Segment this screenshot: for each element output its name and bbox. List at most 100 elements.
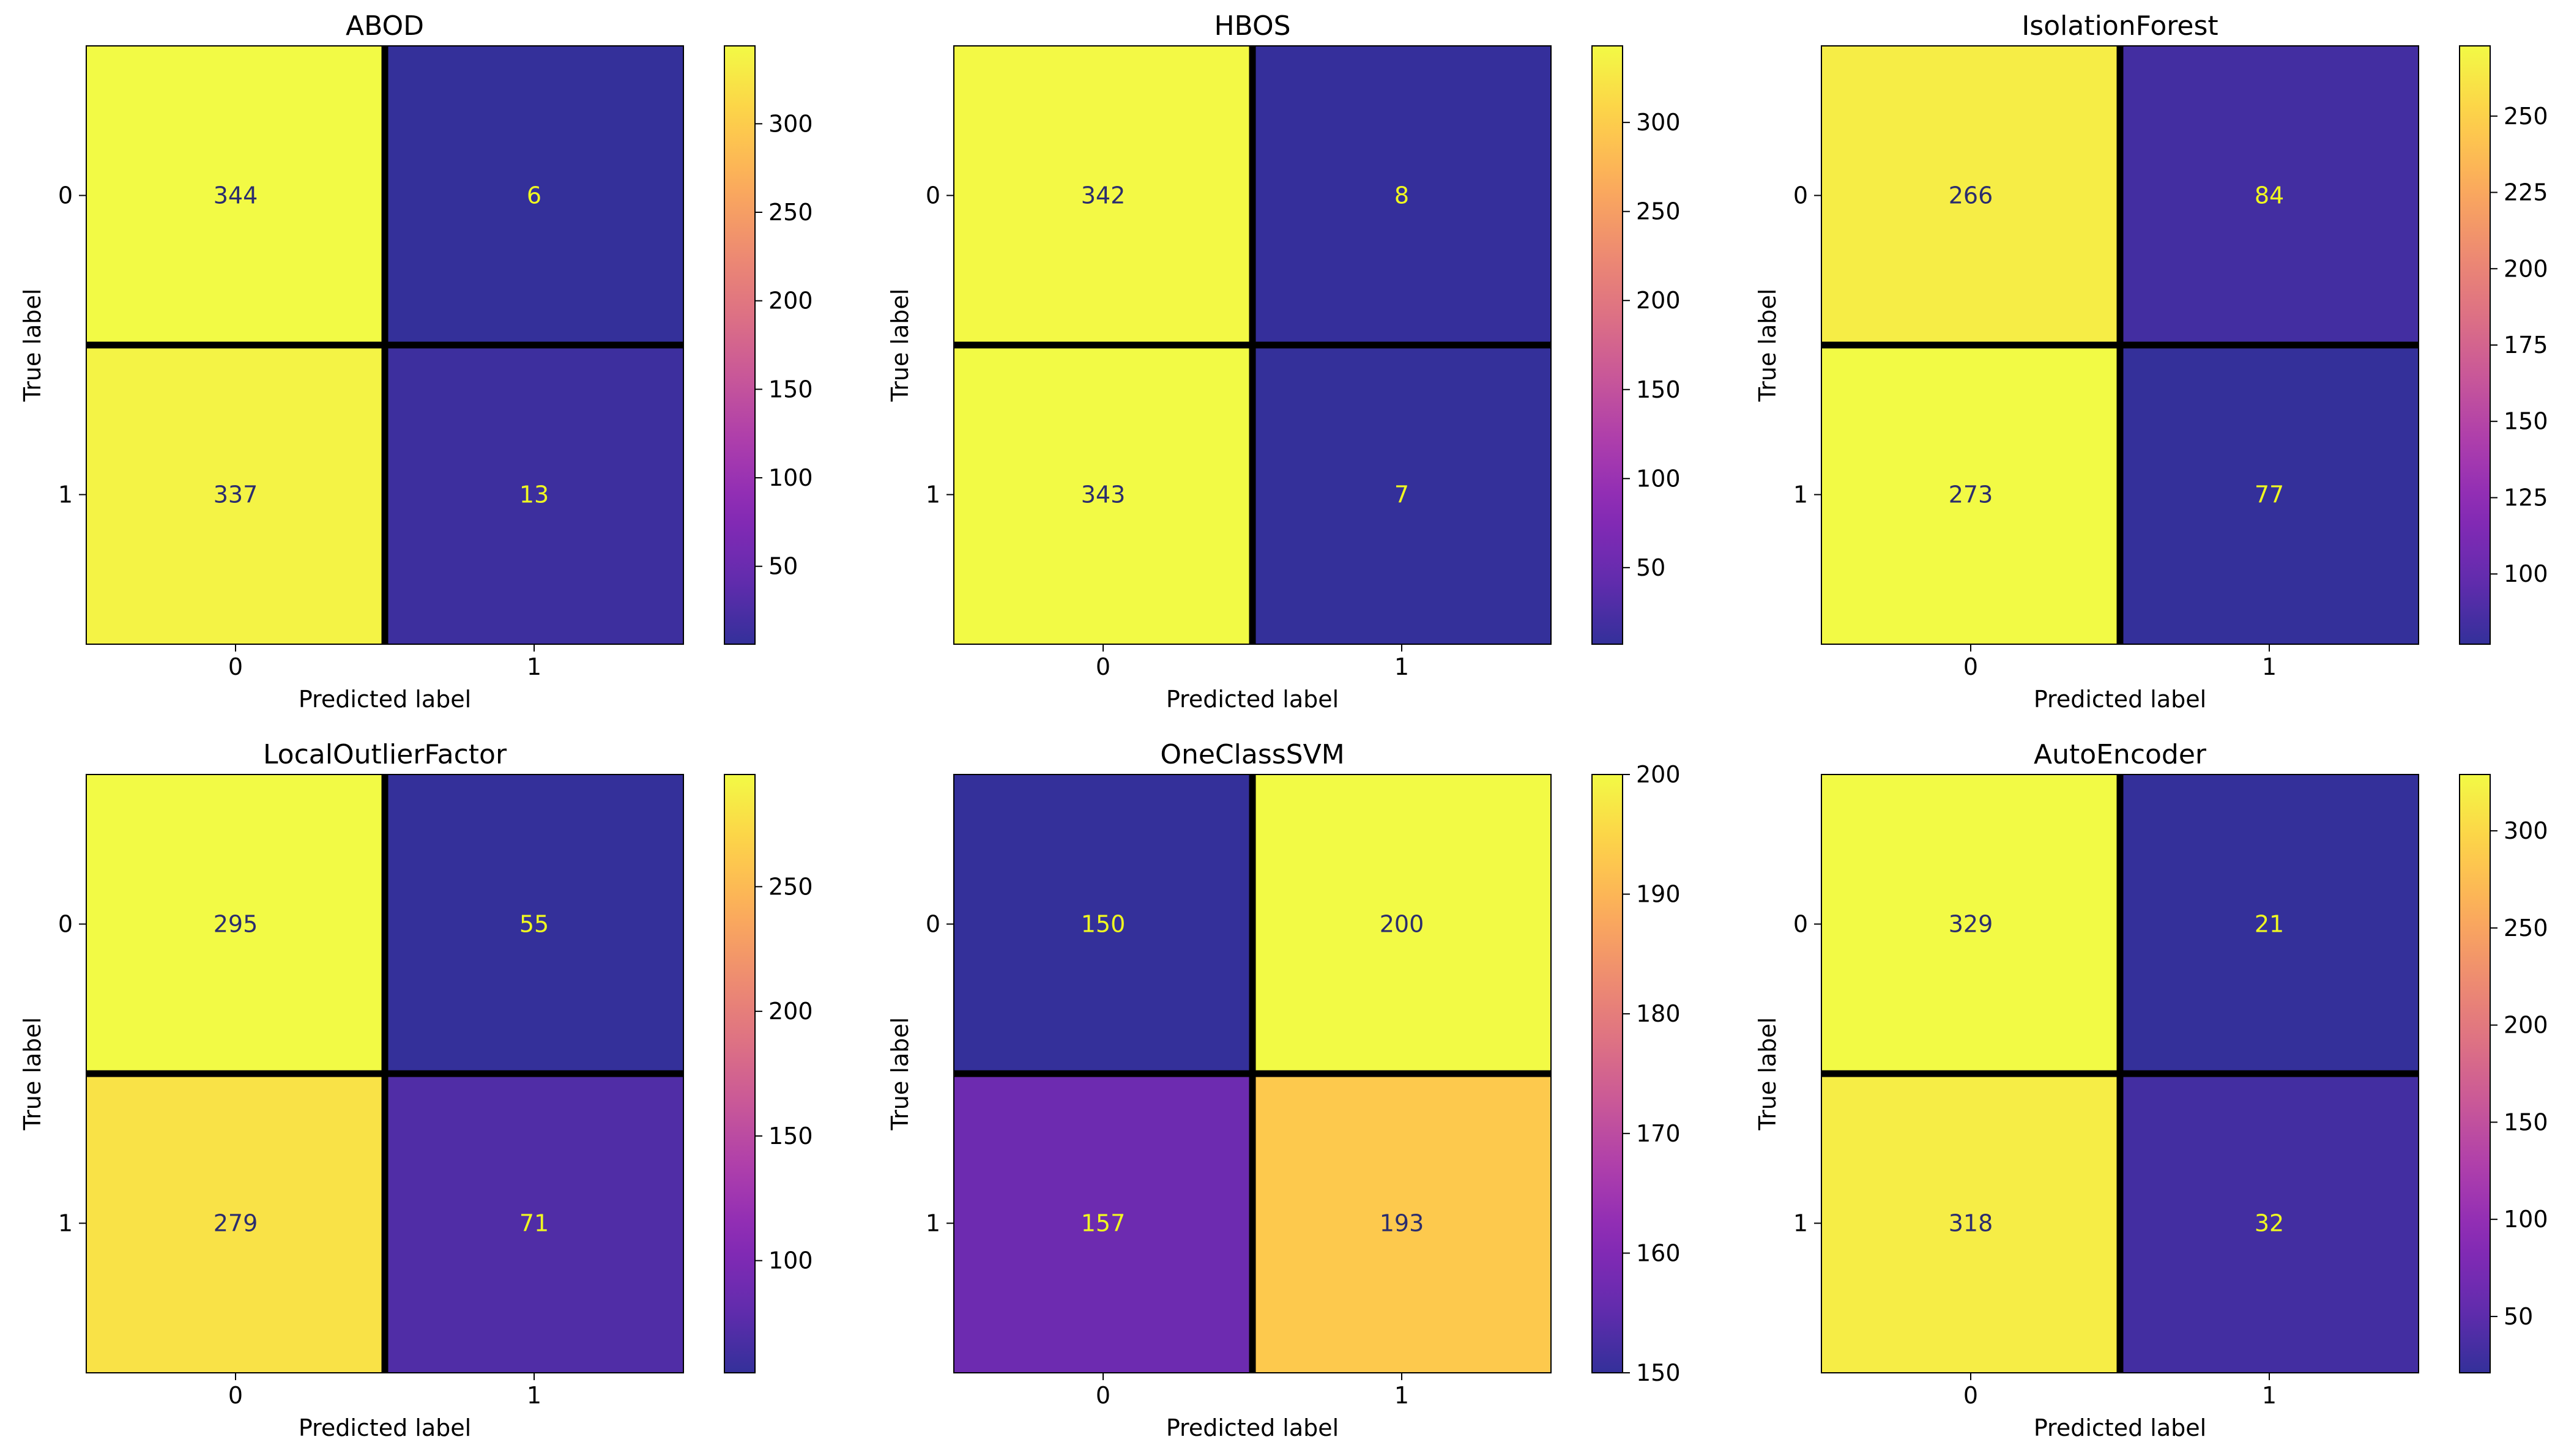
data-label: 71: [519, 1210, 549, 1237]
x-tick-label: 0: [1963, 653, 1978, 680]
y-tick-label: 1: [58, 1210, 73, 1237]
data-label: 157: [1081, 1210, 1126, 1237]
chart-title: OneClassSVM: [1160, 739, 1344, 770]
heatmap-cell: [2120, 774, 2419, 1074]
colorbar-tick-label: 200: [768, 288, 813, 314]
data-label: 77: [2255, 481, 2284, 508]
colorbar-tick-label: 200: [1636, 287, 1681, 314]
colorbar: [1591, 774, 1623, 1373]
x-axis-label: Predicted label: [1166, 686, 1339, 713]
colorbar-tick-label: 150: [768, 376, 813, 403]
confusion-matrix-autoencoder: AutoEncoder 329 21 318 32 0 1 Predicted label 0 1…: [1754, 739, 2548, 1441]
heatmap-cell: [86, 774, 385, 1074]
heatmap-cell: [385, 345, 683, 644]
y-tick-label: 0: [58, 911, 73, 938]
x-axis-label: Predicted label: [299, 1414, 471, 1441]
x-tick-label: 1: [527, 1382, 541, 1409]
y-tick-label: 0: [926, 911, 940, 938]
heatmap-cell: [385, 774, 683, 1074]
x-axis-label: Predicted label: [2034, 686, 2206, 713]
confusion-matrix-oneclasssvm: OneClassSVM 150 200 157 193 0 1 Predicted label…: [887, 739, 1681, 1441]
y-axis-label: True label: [1754, 1017, 1781, 1131]
data-label: 21: [2255, 911, 2284, 938]
colorbar-tick-label: 100: [768, 464, 813, 491]
y-axis-label: True label: [1754, 289, 1781, 403]
colorbar-tick-label: 200: [2504, 1012, 2548, 1039]
colorbar-tick-label: 100: [768, 1247, 813, 1274]
colorbar-tick-label: 250: [768, 873, 813, 900]
heatmap-cell: [2120, 1074, 2419, 1373]
data-label: 8: [1394, 182, 1409, 209]
heatmap-cell: [385, 1074, 683, 1373]
colorbar-tick-label: 175: [2504, 332, 2548, 358]
chart-title: HBOS: [1214, 10, 1290, 42]
heatmap-cell: [385, 46, 683, 345]
heatmap-cell: [1252, 1074, 1551, 1373]
data-label: 193: [1380, 1210, 1424, 1237]
data-label: 266: [1949, 182, 1993, 209]
x-tick-label: 1: [1394, 1382, 1409, 1409]
colorbar-tick-label: 150: [1636, 1359, 1681, 1386]
heatmap-cell: [954, 1074, 1252, 1373]
colorbar: [724, 774, 756, 1373]
colorbar-tick-label: 150: [1636, 376, 1681, 403]
x-tick-label: 1: [1394, 653, 1409, 680]
colorbar-tick-label: 170: [1636, 1120, 1681, 1147]
x-tick-label: 1: [2262, 653, 2277, 680]
heatmap-cell: [1252, 345, 1551, 644]
confusion-matrix-hbos: HBOS 342 8 343 7 0 1 Predicted label 0 1 True labe…: [887, 10, 1681, 713]
colorbar-tick-label: 100: [1636, 465, 1681, 492]
y-tick-label: 1: [926, 1210, 940, 1237]
heatmap-cell: [1821, 46, 2120, 345]
colorbar-tick-label: 100: [2504, 1206, 2548, 1233]
x-axis-label: Predicted label: [299, 686, 471, 713]
y-tick-label: 1: [58, 481, 73, 508]
colorbar-tick-label: 200: [768, 998, 813, 1025]
x-tick-label: 0: [1096, 1382, 1110, 1409]
colorbar-tick-label: 300: [768, 110, 813, 137]
x-axis-label: Predicted label: [2034, 1414, 2206, 1441]
y-tick-label: 0: [1793, 182, 1808, 209]
data-label: 337: [214, 481, 258, 508]
data-label: 200: [1380, 911, 1424, 938]
x-tick-label: 1: [527, 653, 541, 680]
data-label: 343: [1081, 481, 1126, 508]
heatmap-cell: [86, 46, 385, 345]
heatmap-cell: [1821, 1074, 2120, 1373]
data-label: 329: [1949, 911, 1993, 938]
y-axis-label: True label: [19, 1017, 46, 1131]
data-label: 318: [1949, 1210, 1993, 1237]
data-label: 150: [1081, 911, 1126, 938]
data-label: 295: [214, 911, 258, 938]
colorbar-tick-label: 300: [1636, 109, 1681, 136]
data-label: 13: [519, 481, 549, 508]
colorbar-tick-label: 250: [2504, 103, 2548, 130]
colorbar: [724, 45, 756, 645]
data-label: 344: [214, 182, 258, 209]
colorbar: [2459, 45, 2491, 645]
y-tick-label: 1: [1793, 481, 1808, 508]
heatmap-cell: [954, 774, 1252, 1074]
colorbar-tick-label: 150: [2504, 1109, 2548, 1135]
x-tick-label: 1: [2262, 1382, 2277, 1409]
colorbar-tick-label: 100: [2504, 560, 2548, 587]
chart-title: IsolationForest: [2021, 10, 2218, 42]
heatmap-cell: [1252, 774, 1551, 1074]
x-tick-label: 0: [228, 653, 243, 680]
x-tick-label: 0: [1963, 1382, 1978, 1409]
x-axis-label: Predicted label: [1166, 1414, 1339, 1441]
confusion-matrix-isolationforest: IsolationForest 266 84 273 77 0 1 Predicted lab…: [1754, 10, 2548, 713]
heatmap-cell: [1252, 46, 1551, 345]
heatmap-cell: [86, 345, 385, 644]
colorbar: [2459, 774, 2491, 1373]
confusion-matrix-localoutlierfactor: LocalOutlierFactor 295 55 279 71 0 1 Predicted …: [19, 739, 813, 1441]
heatmap-cell: [1821, 345, 2120, 644]
y-tick-label: 0: [58, 182, 73, 209]
colorbar: [1591, 45, 1623, 645]
colorbar-tick-label: 250: [1636, 198, 1681, 225]
x-tick-label: 0: [228, 1382, 243, 1409]
heatmap-cell: [954, 345, 1252, 644]
heatmap-cell: [954, 46, 1252, 345]
chart-title: ABOD: [346, 10, 424, 42]
y-tick-label: 1: [1793, 1210, 1808, 1237]
